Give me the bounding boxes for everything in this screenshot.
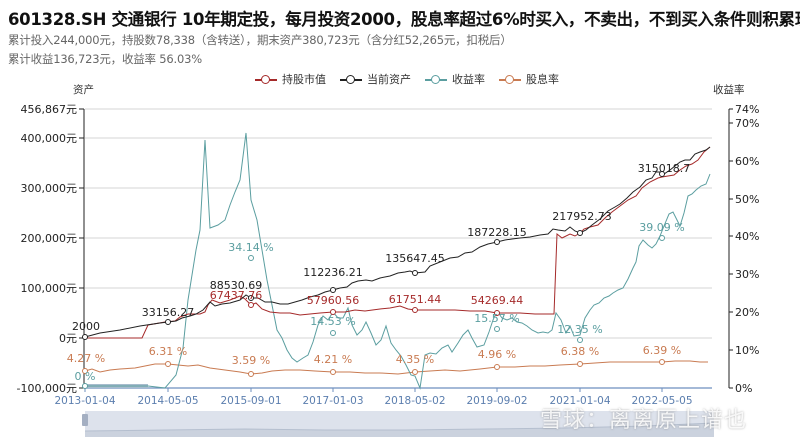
- svg-text:67437.76: 67437.76: [210, 289, 263, 302]
- svg-text:3.59 %: 3.59 %: [232, 354, 270, 367]
- left-tick: 200,000元: [21, 232, 78, 245]
- line-marker-icon: [340, 74, 362, 84]
- left-tick: -100,000元: [17, 382, 77, 395]
- svg-text:6.39 %: 6.39 %: [643, 344, 681, 357]
- svg-text:2000: 2000: [72, 320, 100, 333]
- line-marker-icon: [255, 74, 277, 84]
- summary-line-2: 累计收益136,723元，收益率 56.03%: [8, 52, 202, 66]
- data-zoom-preview: [85, 422, 714, 437]
- legend-item-current-assets[interactable]: 当前资产: [340, 71, 411, 87]
- right-tick: 70%: [735, 117, 759, 130]
- chart-title: 601328.SH 交通银行 10年期定投，每月投资2000，股息率超过6%时买…: [8, 10, 800, 29]
- right-tick: 74%: [735, 103, 759, 116]
- x-tick: 2019-09-02: [466, 395, 527, 407]
- line-marker-icon: [425, 74, 447, 84]
- left-axis-title: 资产: [73, 83, 94, 96]
- legend-item-dividend-yield[interactable]: 股息率: [499, 71, 559, 87]
- x-tick: 2018-05-02: [384, 395, 445, 407]
- left-tick: 0元: [59, 332, 77, 345]
- dividend-yield-line: [84, 360, 708, 375]
- right-tick: 60%: [735, 155, 759, 168]
- svg-text:12.35 %: 12.35 %: [557, 323, 602, 336]
- svg-text:54269.44: 54269.44: [471, 294, 524, 307]
- x-tick: 2017-01-03: [302, 395, 363, 407]
- current-assets-markers: [82, 171, 665, 340]
- right-tick: 40%: [735, 230, 759, 243]
- x-tick: 2013-01-04: [54, 395, 115, 407]
- svg-text:6.38 %: 6.38 %: [561, 345, 599, 358]
- legend-label: 股息率: [526, 73, 559, 86]
- svg-text:88530.69: 88530.69: [210, 279, 263, 292]
- x-tick: 2021-01-04: [549, 395, 610, 407]
- svg-text:4.35 %: 4.35 %: [396, 353, 434, 366]
- left-tick: 456,867元: [21, 103, 78, 116]
- grid-lines: [85, 108, 712, 339]
- asset-labels: 2000 33156.27 88530.69 112236.21 135647.…: [72, 162, 690, 333]
- left-tick: 300,000元: [21, 182, 78, 195]
- legend-label: 持股市值: [282, 73, 326, 86]
- legend-item-market-value[interactable]: 持股市值: [255, 71, 326, 87]
- svg-text:6.31 %: 6.31 %: [149, 345, 187, 358]
- x-tick: 2014-05-05: [137, 395, 198, 407]
- dividend-yield-labels: 4.27 % 6.31 % 3.59 % 4.21 % 4.35 % 4.96 …: [67, 344, 681, 367]
- svg-text:0 %: 0 %: [75, 370, 96, 383]
- svg-text:57960.56: 57960.56: [307, 294, 360, 307]
- left-tick: 400,000元: [21, 132, 78, 145]
- svg-text:4.21 %: 4.21 %: [314, 353, 352, 366]
- svg-text:4.27 %: 4.27 %: [67, 352, 105, 365]
- svg-text:61751.44: 61751.44: [389, 293, 442, 306]
- svg-text:39.09 %: 39.09 %: [639, 221, 684, 234]
- svg-text:14.53 %: 14.53 %: [310, 315, 355, 328]
- svg-text:315018.7: 315018.7: [638, 162, 691, 175]
- svg-text:15.57 %: 15.57 %: [474, 312, 519, 325]
- svg-text:34.14 %: 34.14 %: [228, 241, 273, 254]
- dividend-yield-markers: [82, 359, 665, 377]
- svg-text:33156.27: 33156.27: [142, 306, 195, 319]
- x-tick: 2022-05-05: [631, 395, 692, 407]
- market-value-line: [85, 146, 711, 339]
- right-tick: 0%: [735, 382, 752, 395]
- legend-label: 当前资产: [367, 73, 411, 86]
- right-tick: 30%: [735, 268, 759, 281]
- right-tick: 10%: [735, 344, 759, 357]
- legend-label: 收益率: [452, 73, 485, 86]
- line-marker-icon: [499, 74, 521, 84]
- svg-text:112236.21: 112236.21: [303, 266, 363, 279]
- current-assets-line: [84, 146, 711, 338]
- return-rate-labels: 0 % 34.14 % 14.53 % 15.57 % 12.35 % 39.0…: [75, 221, 685, 383]
- left-y-axis: 456,867元 400,000元 300,000元 200,000元 100,…: [17, 103, 85, 395]
- x-tick: 2015-09-01: [220, 395, 281, 407]
- svg-text:135647.45: 135647.45: [385, 252, 445, 265]
- right-tick: 20%: [735, 306, 759, 319]
- chart-legend: 持股市值 当前资产 收益率 股息率: [255, 71, 559, 87]
- x-axis: 2013-01-04 2014-05-05 2015-09-01 2017-01…: [54, 387, 712, 407]
- data-zoom-left-handle[interactable]: [82, 414, 88, 426]
- legend-item-return-rate[interactable]: 收益率: [425, 71, 485, 87]
- svg-text:217952.73: 217952.73: [552, 210, 612, 223]
- svg-text:187228.15: 187228.15: [467, 226, 527, 239]
- right-tick: 50%: [735, 193, 759, 206]
- market-value-markers: [248, 302, 500, 316]
- right-y-axis: 74% 70% 60% 50% 40% 30% 20% 10% 0%: [728, 103, 759, 395]
- svg-text:4.96 %: 4.96 %: [478, 348, 516, 361]
- return-rate-markers: [82, 235, 665, 389]
- summary-line-1: 累计投入244,000元，持股数78,338（含转送），期末资产380,723元…: [8, 33, 512, 47]
- right-axis-title: 收益率: [713, 83, 745, 96]
- left-tick: 100,000元: [21, 282, 78, 295]
- watermark: 雪球：离离原上谱也: [540, 408, 748, 433]
- data-zoom-slider[interactable]: [85, 411, 714, 437]
- market-value-labels: 67437.76 57960.56 61751.44 54269.44: [210, 289, 524, 307]
- return-rate-line: [85, 132, 711, 390]
